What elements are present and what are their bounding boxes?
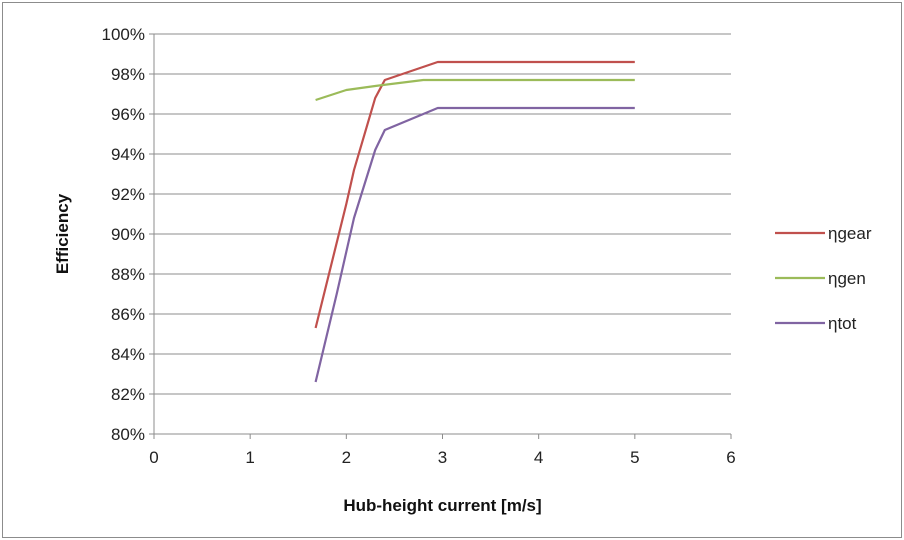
legend: ηgear ηgen ηtot <box>775 224 872 333</box>
series-line-2 <box>314 106 635 383</box>
y-tick-label-9: 98% <box>111 65 145 84</box>
series-line-1 <box>315 78 635 102</box>
y-tick-label-8: 96% <box>111 105 145 124</box>
y-tick-label-10: 100% <box>102 25 145 44</box>
y-axis-title: Efficiency <box>53 193 72 274</box>
x-tick-label-4: 4 <box>534 448 543 467</box>
x-tick-label-6: 6 <box>726 448 735 467</box>
series-line-0 <box>314 60 635 329</box>
y-tick-label-0: 80% <box>111 425 145 444</box>
x-tick-label-3: 3 <box>438 448 447 467</box>
y-axis-ticks: 80% 82% 84% 86% 88% 90% 92% 94% 96% 98% 100% <box>102 25 154 444</box>
y-tick-label-2: 84% <box>111 345 145 364</box>
y-tick-label-6: 92% <box>111 185 145 204</box>
y-tick-label-3: 86% <box>111 305 145 324</box>
y-tick-label-7: 94% <box>111 145 145 164</box>
y-tick-label-1: 82% <box>111 385 145 404</box>
legend-label-1: ηgen <box>828 269 866 288</box>
gridlines <box>154 33 731 395</box>
y-tick-label-5: 90% <box>111 225 145 244</box>
x-axis-title: Hub-height current [m/s] <box>343 496 541 515</box>
x-tick-label-0: 0 <box>149 448 158 467</box>
y-tick-label-4: 88% <box>111 265 145 284</box>
x-tick-label-2: 2 <box>342 448 351 467</box>
legend-label-2: ηtot <box>828 314 857 333</box>
x-tick-label-5: 5 <box>630 448 639 467</box>
x-axis-ticks: 0 1 2 3 4 5 6 <box>149 434 736 467</box>
series-lines <box>314 60 635 383</box>
legend-label-0: ηgear <box>828 224 872 243</box>
x-tick-label-1: 1 <box>245 448 254 467</box>
